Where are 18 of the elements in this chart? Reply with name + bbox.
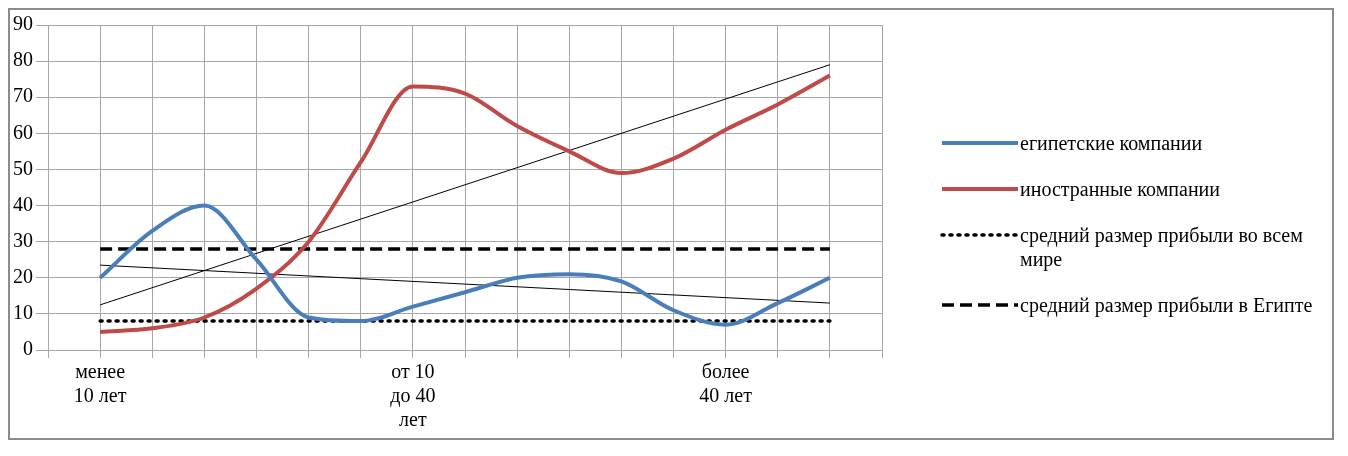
- legend-label: средний размер прибыли во всем мире: [1020, 223, 1304, 271]
- legend-label: средний размер прибыли в Египте: [1020, 293, 1313, 317]
- x-tick-label: более 40 лет: [699, 360, 753, 407]
- line-series: [98, 203, 832, 327]
- y-tick-label: 20: [13, 265, 33, 288]
- y-tick-label: 10: [13, 301, 33, 324]
- y-tick-label: 60: [13, 120, 33, 143]
- legend-label: египетские компании: [1020, 131, 1203, 155]
- y-tick-label: 80: [13, 48, 33, 71]
- y-tick-label: 90: [13, 12, 33, 35]
- y-tick-label: 50: [13, 156, 33, 179]
- y-tick-label: 70: [13, 84, 33, 107]
- x-tick-label: менее 10 лет: [73, 360, 127, 407]
- x-tick-label: от 10 до 40 лет: [390, 360, 436, 431]
- y-tick-label: 40: [13, 192, 33, 215]
- y-tick-label: 30: [13, 228, 33, 251]
- legend-label: иностранные компании: [1020, 177, 1221, 201]
- y-tick-label: 0: [23, 337, 33, 360]
